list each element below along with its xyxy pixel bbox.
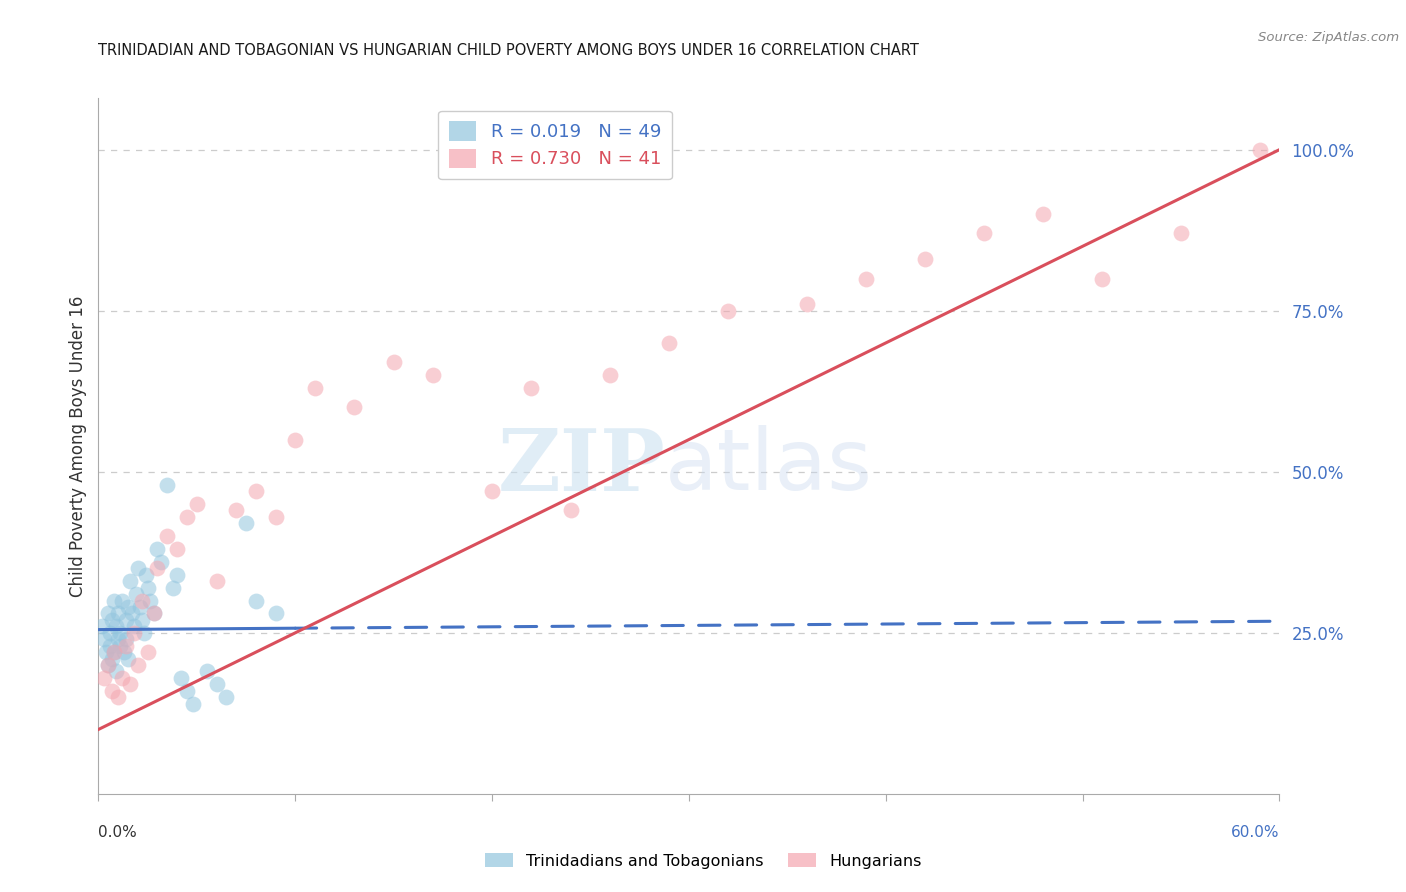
Point — [138, 593, 160, 607]
Point — [131, 613, 153, 627]
Point — [215, 690, 238, 705]
Point — [98, 625, 121, 640]
Point — [117, 600, 139, 615]
Point — [115, 613, 138, 627]
Point — [599, 368, 621, 383]
Text: 60.0%: 60.0% — [1232, 825, 1279, 840]
Point — [1032, 207, 1054, 221]
Point — [162, 581, 184, 595]
Point — [166, 542, 188, 557]
Point — [125, 587, 148, 601]
Point — [914, 252, 936, 267]
Point — [97, 658, 120, 673]
Point — [108, 639, 131, 653]
Point — [245, 484, 267, 499]
Point — [560, 503, 582, 517]
Legend: Trinidadians and Tobagonians, Hungarians: Trinidadians and Tobagonians, Hungarians — [478, 847, 928, 875]
Point — [105, 619, 128, 633]
Point — [107, 690, 129, 705]
Point — [855, 271, 877, 285]
Point — [284, 433, 307, 447]
Legend: R = 0.019   N = 49, R = 0.730   N = 41: R = 0.019 N = 49, R = 0.730 N = 41 — [439, 111, 672, 179]
Point — [112, 645, 135, 659]
Point — [136, 581, 159, 595]
Point — [658, 335, 681, 350]
Text: TRINIDADIAN AND TOBAGONIAN VS HUNGARIAN CHILD POVERTY AMONG BOYS UNDER 16 CORREL: TRINIDADIAN AND TOBAGONIAN VS HUNGARIAN … — [98, 43, 920, 58]
Point — [93, 632, 115, 647]
Text: ZIP: ZIP — [498, 425, 665, 508]
Point — [156, 477, 179, 491]
Point — [98, 639, 121, 653]
Point — [122, 619, 145, 633]
Point — [156, 529, 179, 543]
Point — [132, 625, 155, 640]
Point — [796, 297, 818, 311]
Point — [170, 671, 193, 685]
Point — [382, 355, 405, 369]
Point — [176, 683, 198, 698]
Point — [150, 555, 173, 569]
Point — [97, 658, 120, 673]
Point — [101, 651, 124, 665]
Point — [422, 368, 444, 383]
Point — [186, 497, 208, 511]
Point — [142, 607, 165, 621]
Point — [1249, 143, 1271, 157]
Text: 0.0%: 0.0% — [98, 825, 138, 840]
Point — [181, 697, 204, 711]
Point — [108, 625, 131, 640]
Point — [115, 639, 138, 653]
Point — [717, 303, 740, 318]
Point — [115, 632, 138, 647]
Point — [127, 658, 149, 673]
Point — [136, 645, 159, 659]
Point — [127, 561, 149, 575]
Point — [103, 645, 125, 659]
Point — [118, 677, 141, 691]
Point — [97, 607, 120, 621]
Point — [195, 665, 218, 679]
Point — [264, 509, 287, 524]
Point — [103, 645, 125, 659]
Point — [205, 574, 228, 589]
Point — [91, 619, 114, 633]
Point — [111, 593, 134, 607]
Point — [107, 607, 129, 621]
Point — [481, 484, 503, 499]
Point — [1170, 227, 1192, 241]
Text: atlas: atlas — [665, 425, 873, 508]
Point — [1091, 271, 1114, 285]
Point — [166, 567, 188, 582]
Point — [105, 665, 128, 679]
Point — [101, 683, 124, 698]
Point — [146, 542, 169, 557]
Point — [235, 516, 257, 531]
Y-axis label: Child Poverty Among Boys Under 16: Child Poverty Among Boys Under 16 — [69, 295, 87, 597]
Point — [131, 593, 153, 607]
Point — [118, 574, 141, 589]
Point — [520, 381, 543, 395]
Point — [111, 671, 134, 685]
Point — [128, 600, 150, 615]
Point — [142, 607, 165, 621]
Point — [264, 607, 287, 621]
Point — [343, 401, 366, 415]
Point — [93, 671, 115, 685]
Point — [103, 593, 125, 607]
Point — [304, 381, 326, 395]
Point — [107, 632, 129, 647]
Point — [122, 625, 145, 640]
Point — [176, 509, 198, 524]
Point — [146, 561, 169, 575]
Point — [205, 677, 228, 691]
Point — [121, 607, 143, 621]
Point — [135, 567, 157, 582]
Point — [973, 227, 995, 241]
Point — [225, 503, 247, 517]
Point — [101, 613, 124, 627]
Text: Source: ZipAtlas.com: Source: ZipAtlas.com — [1258, 31, 1399, 45]
Point — [117, 651, 139, 665]
Point — [245, 593, 267, 607]
Point — [96, 645, 118, 659]
